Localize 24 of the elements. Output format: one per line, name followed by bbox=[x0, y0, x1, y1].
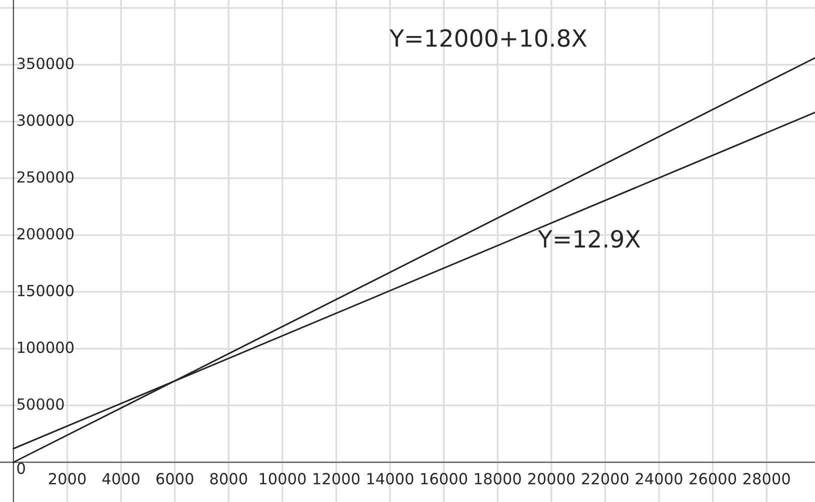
annotation: Y=12.9X bbox=[538, 230, 640, 248]
x-tick-label: 2000 bbox=[48, 472, 86, 484]
x-tick-label: 18000 bbox=[474, 472, 521, 484]
x-tick-label: 20000 bbox=[528, 472, 575, 484]
x-tick-label: 24000 bbox=[636, 472, 682, 484]
x-tick-label: 6000 bbox=[156, 472, 194, 484]
x-tick-label: 12000 bbox=[314, 472, 360, 484]
y-tick-label: 0 bbox=[17, 462, 25, 474]
x-tick-label: 22000 bbox=[582, 472, 628, 484]
y-tick-label: 200000 bbox=[17, 228, 74, 240]
x-tick-label: 26000 bbox=[690, 472, 736, 484]
x-tick-label: 10000 bbox=[260, 472, 306, 484]
x-tick-label: 8000 bbox=[210, 472, 248, 484]
x-tick-label: 28000 bbox=[743, 472, 790, 484]
y-tick-label: 300000 bbox=[17, 114, 74, 126]
annotation: Y=12000+10.8X bbox=[390, 29, 587, 48]
y-tick-label: 150000 bbox=[18, 284, 74, 296]
y-tick-label: 100000 bbox=[18, 342, 74, 354]
y-tick-label: 350000 bbox=[17, 58, 74, 70]
y-tick-label: 250000 bbox=[17, 171, 74, 183]
x-tick-label: 14000 bbox=[367, 472, 414, 484]
y-tick-label: 50000 bbox=[17, 398, 64, 410]
x-tick-label: 4000 bbox=[102, 472, 140, 484]
x-tick-label: 16000 bbox=[421, 472, 468, 484]
